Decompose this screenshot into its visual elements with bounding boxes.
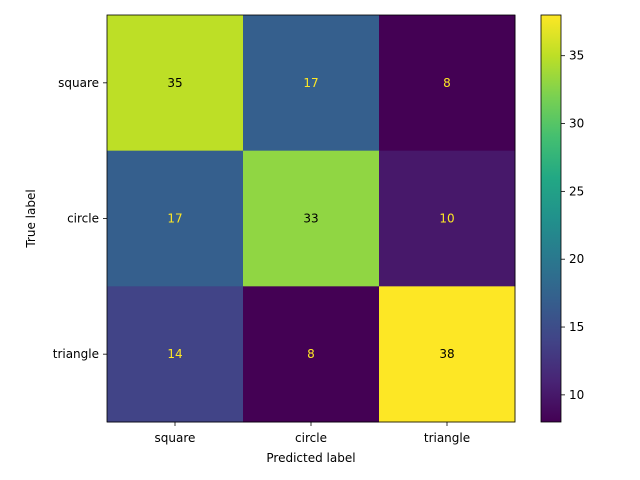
colorbar-tick-label: 25 [569,184,584,198]
heatmap-cell [243,150,380,287]
colorbar-tick-label: 10 [569,388,584,402]
cell-value-label: 38 [439,347,454,361]
colorbar-tick-label: 15 [569,320,584,334]
colorbar-ticks: 10 15 20 25 30 35 [561,49,584,402]
heatmap-cell [379,15,516,152]
colorbar-tick-label: 20 [569,252,584,266]
cell-value-label: 17 [167,212,182,226]
heatmap-cell [107,286,244,423]
heatmap-cells: 35 17 8 17 33 10 14 8 38 [107,15,516,423]
heatmap-cell [107,15,244,152]
cell-value-label: 33 [303,212,318,226]
cell-value-label: 35 [167,76,182,90]
cell-value-label: 8 [443,76,451,90]
x-tick-label: circle [295,431,327,445]
cell-value-label: 8 [307,347,315,361]
cell-value-label: 14 [167,347,182,361]
y-tick-label: square [58,76,99,90]
x-axis-title: Predicted label [266,451,355,465]
colorbar-tick-label: 30 [569,117,584,131]
heatmap-cell [379,286,516,423]
cell-value-label: 17 [303,76,318,90]
y-axis-title: True label [24,189,38,248]
heatmap-cell [107,150,244,287]
x-tick-label: triangle [424,431,470,445]
heatmap-cell [243,15,380,152]
colorbar: 10 15 20 25 30 35 [540,14,584,423]
x-tick-label: square [155,431,196,445]
x-axis-ticks: square circle triangle [155,422,470,445]
y-tick-label: circle [67,212,99,226]
y-axis-ticks: square circle triangle [53,76,107,361]
heatmap-cell [243,286,380,423]
colorbar-tick-label: 35 [569,49,584,63]
colorbar-gradient [540,14,562,423]
heatmap-cell [379,150,516,287]
cell-value-label: 10 [439,212,454,226]
y-tick-label: triangle [53,347,99,361]
